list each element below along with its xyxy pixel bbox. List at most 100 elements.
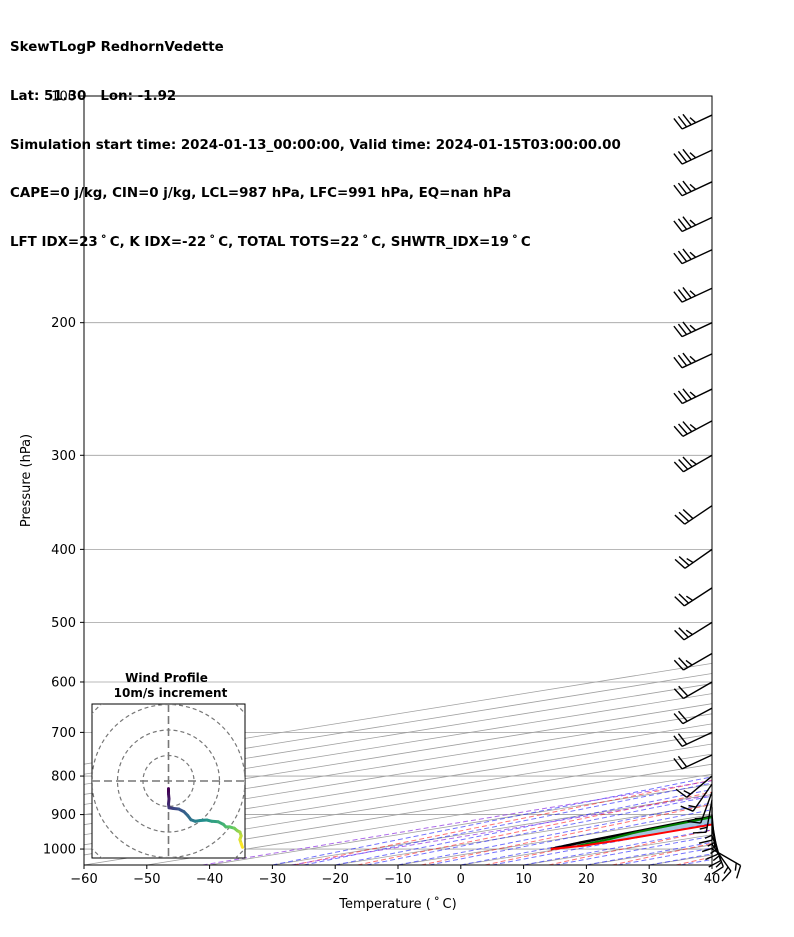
barb-feather [674,514,686,525]
dry-adiabat [612,842,712,865]
barb-feather [682,180,692,192]
barb-feather [678,511,690,522]
time-line: Simulation start time: 2024-01-13_00:00:… [10,137,621,153]
barb-feather [673,184,683,197]
moist-adiabat [366,795,712,865]
y-tick-label: 500 [51,616,76,631]
barb-feather [685,659,693,666]
barb-feather [689,324,697,331]
parcel-profile-line [550,815,712,851]
barb-feather [677,151,688,163]
moist-adiabat [649,853,712,865]
chart-header: SkewTLogP RedhornVedette Lat: 51.30 Lon:… [10,8,621,267]
barb-staff [682,420,713,437]
wind-barb [673,681,713,700]
barb-feather [682,456,693,468]
barb-staff [681,216,713,233]
barb-feather [678,627,689,638]
y-tick-label: 700 [51,726,76,741]
wind-barb [674,587,713,607]
barb-feather [677,390,688,402]
moist-adiabat [586,841,712,865]
y-tick-label: 200 [51,316,76,331]
y-tick-label: 300 [51,449,76,464]
y-tick-label: 600 [51,675,76,690]
isotherm-line [272,794,712,865]
x-tick-label: 20 [578,872,595,887]
barb-staff [684,548,713,569]
barb-feather [685,629,693,636]
moist-adiabat [272,776,712,865]
barb-staff [686,775,713,798]
x-tick-label: 0 [457,872,465,887]
x-tick-label: −30 [259,872,286,887]
barb-feather [677,733,688,745]
barb-staff [681,181,713,197]
moist-adiabat [492,822,712,865]
isotherm-line [84,673,712,775]
barb-feather [673,735,683,747]
barb-feather [736,865,742,879]
barb-feather [707,841,715,847]
barb-feather [673,325,683,338]
wind-barb [673,216,713,233]
moist-adiabat [711,864,712,865]
barb-feather [674,629,685,641]
barb-staff [682,388,713,405]
hodograph-subtitle: 10m/s increment [114,686,228,700]
barb-staff [683,621,713,641]
barb-feather [683,790,691,795]
y-tick-label: 800 [51,770,76,785]
wind-barb [674,548,713,569]
isotherm-line [84,662,712,765]
barb-feather [673,659,684,671]
isotherm-line [711,864,712,865]
barb-feather [673,220,683,232]
barb-feather [677,354,688,367]
barb-staff [683,652,713,671]
barb-feather [674,558,686,569]
barb-feather [689,117,697,124]
barb-staff [684,505,713,525]
barb-feather [678,657,689,669]
barb-feather [673,252,683,265]
barb-feather [721,870,732,882]
mixing-ratio-line [291,794,712,865]
dry-adiabat [548,829,712,865]
wind-barb [673,113,713,130]
barb-feather [708,860,721,868]
isotherm-line [209,783,712,865]
wind-barb [674,505,713,525]
barb-staff [681,353,713,369]
barb-feather [673,118,683,130]
barb-feather [677,755,688,768]
barb-staff [683,587,713,607]
barb-feather [673,461,684,473]
barb-feather [673,356,683,369]
barb-feather [689,423,697,430]
hodograph-trace [239,841,244,849]
barb-staff [681,114,713,130]
barb-feather [677,710,688,722]
barb-feather [689,152,697,159]
temperature-line [550,823,712,850]
moist-adiabat [335,788,712,865]
barb-feather [678,459,689,470]
y-tick-label: 1000 [43,843,76,858]
moist-adiabat [680,858,712,865]
barb-staff [681,322,713,338]
barb-feather [677,423,688,435]
barb-staff [700,791,713,824]
mixing-ratio-line [202,780,712,865]
axes: −60 −50 −40 −30 −20 −10 0 10 20 30 40 1000 900 800 700… [19,90,720,913]
moist-adiabat [523,829,712,865]
barb-feather [682,508,694,520]
barb-feather [685,595,694,602]
x-tick-label: −10 [384,872,411,887]
y-tick-label: 400 [51,543,76,558]
barb-feather [682,113,692,126]
barb-feather [677,218,688,230]
x-tick-label: −20 [321,872,348,887]
barb-feather [682,321,692,333]
